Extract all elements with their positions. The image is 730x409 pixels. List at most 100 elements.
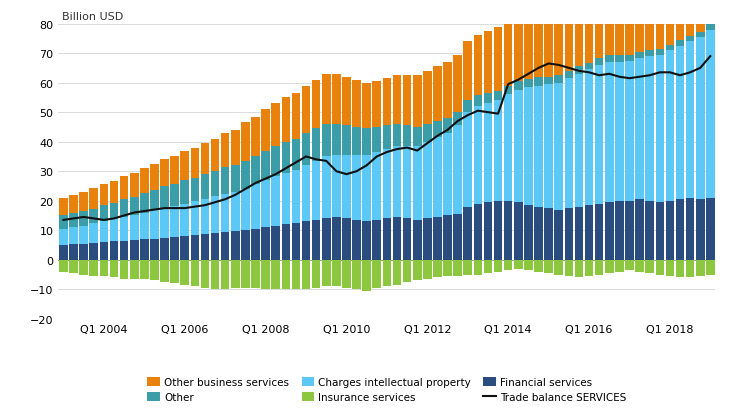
Bar [191, 260, 199, 287]
Bar [170, 156, 179, 184]
Bar [605, 260, 614, 273]
Bar [393, 218, 402, 260]
Bar [322, 157, 331, 219]
Bar [514, 82, 523, 91]
Bar [241, 231, 250, 260]
Bar [161, 209, 169, 238]
Bar [211, 172, 219, 197]
Bar [413, 76, 421, 128]
Bar [403, 219, 412, 260]
Bar [120, 241, 128, 260]
Bar [484, 260, 492, 273]
Bar [362, 83, 371, 129]
Bar [372, 220, 381, 260]
Bar [251, 117, 260, 157]
Bar [342, 126, 350, 155]
Bar [383, 79, 391, 126]
Bar [443, 216, 452, 260]
Bar [564, 209, 573, 260]
Bar [524, 206, 533, 260]
Bar [140, 240, 149, 260]
Bar [90, 209, 98, 224]
Bar [433, 218, 442, 260]
Bar [524, 80, 533, 88]
Bar [453, 56, 462, 113]
Bar [110, 204, 118, 220]
Bar [706, 25, 715, 30]
Bar [585, 206, 593, 260]
Bar [635, 0, 644, 52]
Bar [403, 147, 412, 219]
Bar [180, 181, 189, 204]
Bar [342, 260, 350, 288]
Bar [241, 162, 250, 189]
Bar [484, 32, 492, 94]
Bar [464, 207, 472, 260]
Bar [69, 228, 78, 245]
Bar [433, 122, 442, 138]
Bar [90, 189, 98, 209]
Bar [696, 260, 704, 276]
Bar [180, 152, 189, 181]
Bar [645, 57, 654, 201]
Bar [585, 70, 593, 206]
Bar [312, 220, 320, 260]
Bar [635, 200, 644, 260]
Bar [504, 95, 512, 201]
Bar [595, 0, 604, 59]
Bar [353, 155, 361, 220]
Bar [261, 228, 270, 260]
Bar [90, 243, 98, 260]
Bar [180, 204, 189, 236]
Bar [605, 0, 614, 56]
Bar [282, 142, 290, 173]
Bar [585, 0, 593, 63]
Bar [605, 63, 614, 203]
Bar [545, 85, 553, 209]
Bar [413, 260, 421, 281]
Bar [272, 147, 280, 176]
Bar [261, 110, 270, 151]
Bar [453, 260, 462, 276]
Bar [322, 260, 331, 287]
Bar [80, 226, 88, 244]
Bar [161, 187, 169, 209]
Bar [555, 260, 563, 275]
Bar [423, 142, 431, 219]
Bar [261, 151, 270, 181]
Bar [292, 223, 300, 260]
Bar [221, 260, 229, 290]
Bar [625, 260, 634, 270]
Bar [706, 30, 715, 198]
Bar [575, 74, 583, 207]
Bar [161, 238, 169, 260]
Bar [514, 16, 523, 82]
Bar [474, 96, 483, 107]
Bar [69, 245, 78, 260]
Bar [555, 83, 563, 210]
Bar [282, 260, 290, 290]
Bar [645, 51, 654, 57]
Bar [686, 0, 694, 37]
Bar [676, 47, 684, 200]
Bar [666, 0, 675, 46]
Bar [312, 129, 320, 162]
Bar [635, 58, 644, 200]
Bar [423, 72, 431, 125]
Bar [443, 63, 452, 119]
Bar [332, 260, 341, 287]
Bar [393, 125, 402, 147]
Bar [211, 139, 219, 172]
Bar [484, 104, 492, 203]
Bar [514, 260, 523, 269]
Bar [301, 222, 310, 260]
Bar [99, 206, 108, 222]
Bar [211, 260, 219, 290]
Bar [615, 0, 623, 56]
Bar [332, 125, 341, 155]
Bar [686, 198, 694, 260]
Bar [261, 181, 270, 228]
Bar [99, 243, 108, 260]
Bar [251, 185, 260, 229]
Bar [110, 182, 118, 204]
